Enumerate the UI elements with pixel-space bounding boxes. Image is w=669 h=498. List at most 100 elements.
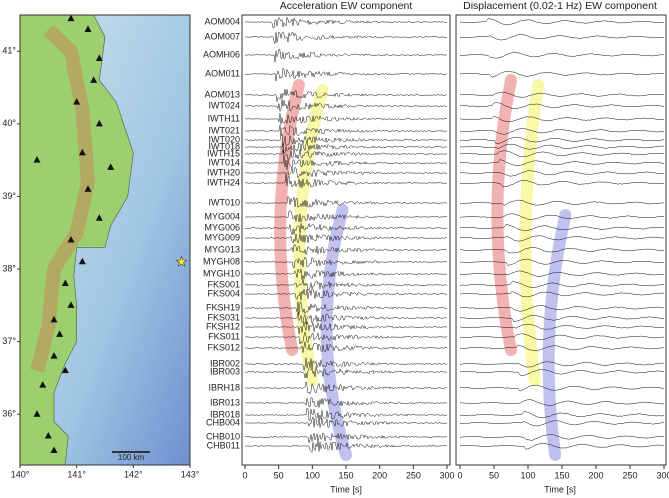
trace: [459, 411, 665, 418]
trace: [459, 70, 665, 78]
trace: [244, 222, 448, 235]
x-tick-label: 143°: [181, 469, 200, 479]
x-tick-label: 200: [372, 470, 387, 480]
trace: [459, 199, 664, 206]
panel-title: Displacement (0.02-1 Hz) EW component: [463, 0, 657, 12]
trace: [244, 244, 448, 255]
station-label: MYG006: [204, 222, 240, 232]
station-label: IBRH18: [208, 382, 240, 392]
station-marker: [84, 185, 92, 192]
trace: [244, 268, 448, 280]
trace: [459, 323, 665, 330]
trace: [459, 270, 665, 277]
y-tick-label: 40°: [2, 118, 16, 128]
station-marker: [67, 14, 75, 22]
station-label: CHB004: [206, 417, 240, 427]
station-marker: [61, 366, 69, 374]
trace: [244, 133, 448, 147]
trace: [244, 381, 448, 395]
x-axis-label: Time [s]: [544, 484, 576, 494]
station-label: MYGH08: [203, 256, 240, 266]
trace: [459, 333, 665, 340]
station-label: MYG013: [204, 244, 240, 254]
station-marker: [90, 76, 98, 83]
station-label: FKS012: [207, 342, 240, 352]
trace: [459, 247, 665, 254]
trace: [459, 434, 665, 441]
station-marker: [95, 119, 103, 127]
station-marker: [61, 279, 69, 287]
y-tick-label: 36°: [2, 409, 16, 419]
y-tick-label: 41°: [2, 46, 16, 56]
x-tick-label: 50: [274, 470, 284, 480]
station-label: FKS001: [207, 279, 240, 289]
y-tick-label: 39°: [2, 191, 16, 201]
station-label: FKS011: [208, 331, 240, 341]
x-tick-label: 100: [305, 470, 320, 480]
trace: [459, 369, 665, 376]
trace: [459, 291, 665, 298]
station-label: FKSH12: [206, 321, 240, 331]
trace: [244, 67, 448, 82]
trace: [245, 321, 448, 334]
x-tick-label: 250: [406, 470, 421, 480]
station-label: IWTH20: [207, 167, 240, 177]
station-label: IBR018: [210, 409, 240, 419]
station-label: CHB011: [207, 440, 240, 450]
trace: [244, 175, 448, 188]
station-marker: [44, 431, 52, 439]
trace: [459, 213, 665, 220]
station-label: FKSH19: [206, 302, 240, 312]
trace: [460, 18, 665, 26]
station-marker: [78, 148, 86, 156]
trace: [244, 89, 448, 102]
x-tick-label: 300: [439, 470, 454, 480]
trace: [459, 281, 665, 288]
trace: [244, 416, 448, 428]
station-marker: [56, 330, 64, 337]
trace: [244, 301, 448, 315]
station-label: IWT014: [208, 157, 240, 167]
trace: [244, 341, 448, 353]
trace: [459, 305, 665, 312]
station-label: IBR003: [210, 366, 240, 376]
trace: [459, 159, 665, 167]
phase-band: [542, 209, 572, 461]
station-marker: [107, 163, 115, 170]
trace: [245, 210, 447, 223]
station-label: MYG009: [204, 232, 240, 242]
station-label: IWT010: [208, 197, 240, 207]
x-tick-label: 0: [457, 470, 462, 480]
trace: [244, 397, 448, 408]
station-marker: [33, 156, 41, 163]
panel-frame: [455, 14, 667, 466]
scale-label: 100 km: [118, 453, 145, 462]
trace: [244, 367, 448, 379]
station-marker: [67, 301, 75, 308]
trace: [244, 279, 448, 291]
mountains: [30, 24, 96, 373]
station-marker: [95, 214, 103, 221]
station-label: FKS031: [207, 312, 240, 322]
station-marker: [50, 446, 58, 453]
trace: [459, 235, 665, 242]
station-marker: [39, 381, 47, 388]
trace: [459, 180, 664, 187]
trace: [244, 31, 448, 44]
trace: [459, 34, 665, 41]
x-tick-label: 141°: [67, 469, 86, 479]
x-tick-label: 150: [554, 470, 569, 480]
station-label: IWT020: [208, 134, 240, 144]
waveforms: [244, 16, 665, 461]
trace: [244, 124, 448, 137]
trace: [460, 420, 665, 427]
x-tick-label: 140°: [11, 469, 30, 479]
phase-band: [519, 79, 545, 386]
station-label: AOM013: [204, 89, 240, 99]
station-label: MYG004: [204, 211, 240, 221]
station-label: CHB010: [206, 431, 240, 441]
x-tick-label: 250: [622, 470, 637, 480]
y-tick-label: 37°: [2, 336, 16, 346]
trace: [244, 149, 448, 160]
